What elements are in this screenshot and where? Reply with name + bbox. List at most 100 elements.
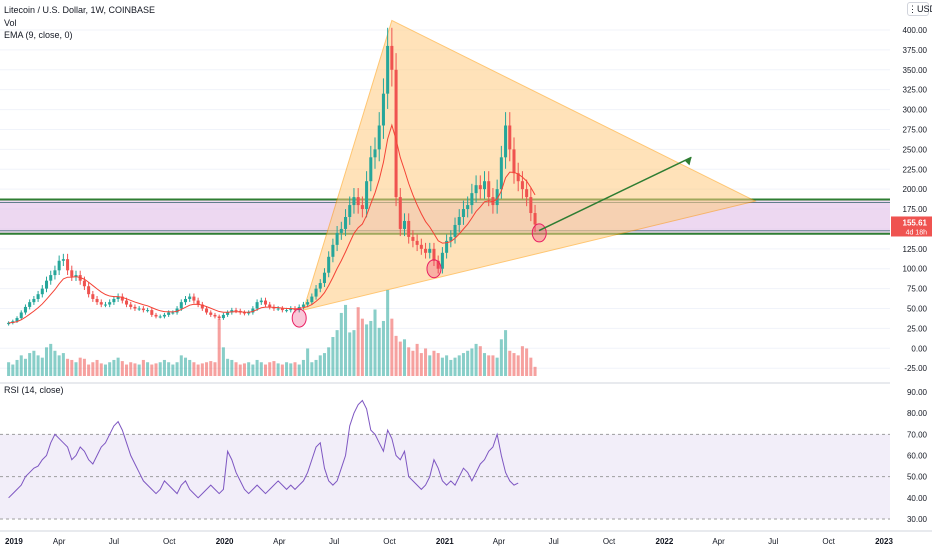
annotations xyxy=(291,156,692,328)
candle-body xyxy=(495,189,499,206)
candle-body xyxy=(251,308,255,313)
candle-body xyxy=(432,248,436,261)
rsi-tick-label: 30.00 xyxy=(907,515,928,524)
candle xyxy=(386,27,390,109)
volume-bar xyxy=(415,343,419,376)
candle-body xyxy=(183,298,188,303)
pivot-circle-low-2 xyxy=(426,259,442,279)
candle-body xyxy=(322,272,326,284)
volume-bar xyxy=(125,364,129,376)
candle xyxy=(331,238,335,263)
candle-body xyxy=(70,270,74,277)
current-price-tag xyxy=(891,216,932,237)
candle xyxy=(482,171,487,199)
volume-bar xyxy=(226,358,230,376)
candle xyxy=(171,310,175,315)
volume-bar xyxy=(360,318,364,376)
candle xyxy=(226,310,230,317)
volume-bar xyxy=(263,364,268,376)
candle xyxy=(49,270,53,285)
volume-legend[interactable]: Vol xyxy=(4,18,17,28)
candle xyxy=(183,296,188,305)
volume-bar xyxy=(95,359,99,376)
price-axis-bg xyxy=(890,0,932,550)
volume-bar xyxy=(217,318,221,376)
candle xyxy=(137,306,141,311)
candle-body xyxy=(87,286,91,295)
candle xyxy=(7,321,11,326)
candle xyxy=(188,293,192,302)
candle xyxy=(533,204,537,232)
candle-body xyxy=(112,298,116,303)
candle-body xyxy=(306,302,310,305)
time-axis[interactable]: 2019 Apr Jul Oct 2020 Apr Jul Oct 2021 Apr Jul Oct 2… xyxy=(0,530,932,546)
rsi-legend[interactable]: RSI (14, close) xyxy=(4,385,64,395)
current-price-label: 155.61 xyxy=(903,218,928,227)
rsi-tick-label: 50.00 xyxy=(907,473,928,482)
candle-body xyxy=(381,93,385,126)
rsi-axis[interactable]: 90.00 80.00 70.00 60.00 50.00 40.00 30.00 xyxy=(907,388,928,524)
candle xyxy=(402,213,407,237)
price-tick-label: 325.00 xyxy=(903,86,928,95)
volume-bar xyxy=(91,362,95,376)
volume-bar xyxy=(70,359,74,376)
candle-body xyxy=(95,298,99,303)
candle-body xyxy=(508,125,512,150)
volume-bar xyxy=(348,332,352,376)
price-axis[interactable]: 400.00 375.00 350.00 325.00 300.00 275.00 250.… xyxy=(890,0,932,550)
candle xyxy=(407,213,411,244)
candle-body xyxy=(171,312,175,314)
candle-body xyxy=(188,296,192,299)
candle-body xyxy=(339,228,343,233)
candle-body xyxy=(133,306,137,309)
currency-button[interactable]: ⋮USD xyxy=(907,2,932,16)
price-tick-label: 250.00 xyxy=(903,145,928,154)
volume-bar xyxy=(293,362,297,376)
volume-bar xyxy=(40,357,44,376)
candle-body xyxy=(449,236,453,241)
symbol-title[interactable]: Litecoin / U.S. Dollar, 1W, COINBASE xyxy=(4,5,156,15)
candle-body xyxy=(28,302,32,307)
candle xyxy=(470,183,474,214)
volume-bar xyxy=(419,353,423,376)
candle-body xyxy=(369,157,373,182)
candle xyxy=(344,209,348,237)
candle xyxy=(339,221,343,240)
rsi-tick-label: 40.00 xyxy=(907,494,928,503)
volume-bar xyxy=(183,357,188,376)
candle xyxy=(120,293,124,304)
candle xyxy=(91,290,95,302)
volume-bar xyxy=(44,347,49,376)
candle-body xyxy=(221,314,225,319)
volume-bar xyxy=(175,362,179,376)
candle xyxy=(276,306,280,311)
candle-body xyxy=(57,260,61,271)
candle-body xyxy=(99,302,103,305)
candle-body xyxy=(289,308,293,311)
volume-bar xyxy=(512,353,516,376)
candle-body xyxy=(360,205,364,210)
candle-body xyxy=(146,310,150,312)
volume-bar xyxy=(453,357,457,376)
candle xyxy=(369,145,373,192)
volume-bar xyxy=(162,359,166,376)
time-tick-label: Jul xyxy=(329,537,339,546)
candle xyxy=(398,188,402,237)
volume-bar xyxy=(112,359,116,376)
price-tick-label: 100.00 xyxy=(903,265,928,274)
ema-legend[interactable]: EMA (9, close, 0) xyxy=(4,30,73,40)
volume-bar xyxy=(15,359,19,376)
candle xyxy=(529,188,533,222)
volume-bar xyxy=(504,330,508,376)
candle xyxy=(508,112,512,162)
volume-bar xyxy=(32,350,36,376)
candle xyxy=(373,137,377,169)
candle xyxy=(95,296,99,305)
volume-bar xyxy=(428,355,432,376)
candle xyxy=(348,196,352,225)
volume-bar xyxy=(268,362,272,376)
candle xyxy=(424,242,428,259)
candle-body xyxy=(516,173,520,182)
candle-body xyxy=(137,308,141,310)
